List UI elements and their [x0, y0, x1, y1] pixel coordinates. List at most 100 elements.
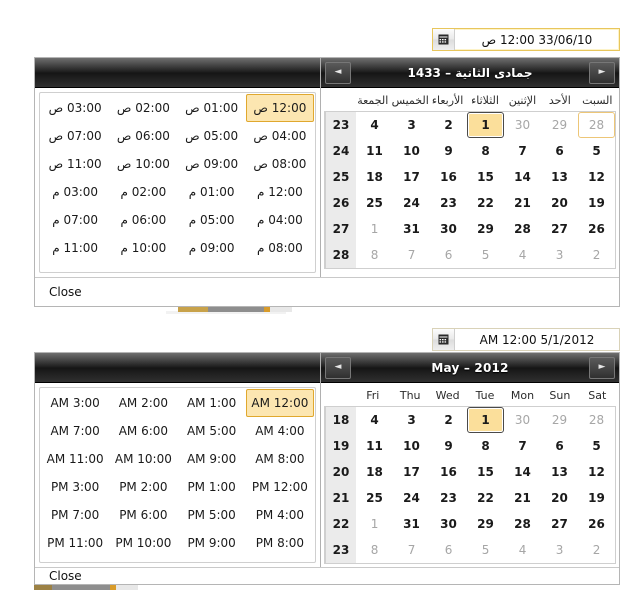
- time-option[interactable]: 7:00 AM: [50, 424, 100, 438]
- day-cell[interactable]: 6: [555, 144, 564, 158]
- calendar-picker-button-english[interactable]: [433, 329, 455, 350]
- day-cell[interactable]: 10: [403, 144, 420, 158]
- day-cell[interactable]: 24: [403, 196, 420, 210]
- day-cell[interactable]: 2: [444, 413, 453, 427]
- close-button-english[interactable]: Close: [49, 569, 82, 583]
- day-cell[interactable]: 1: [370, 517, 379, 531]
- day-cell[interactable]: 15: [477, 465, 494, 479]
- day-cell[interactable]: 26: [588, 222, 605, 236]
- day-cell[interactable]: 4: [370, 118, 379, 132]
- day-cell[interactable]: 20: [551, 491, 568, 505]
- time-option[interactable]: 02:00 م: [120, 185, 167, 199]
- calendar-picker-button-arabic[interactable]: [433, 29, 455, 50]
- time-option[interactable]: 07:00 م: [52, 213, 99, 227]
- day-cell[interactable]: 31: [403, 517, 420, 531]
- time-option[interactable]: 9:00 AM: [186, 452, 237, 466]
- day-cell[interactable]: 1: [370, 222, 379, 236]
- time-option[interactable]: 3:00 AM: [50, 396, 100, 410]
- day-cell[interactable]: 9: [444, 439, 453, 453]
- time-option[interactable]: 6:00 AM: [118, 424, 169, 438]
- day-cell[interactable]: 30: [514, 118, 531, 132]
- day-cell[interactable]: 8: [481, 439, 490, 453]
- day-cell[interactable]: 5: [592, 144, 601, 158]
- time-option[interactable]: 08:00 ص: [253, 157, 307, 171]
- prev-month-button-arabic[interactable]: ◄: [325, 61, 351, 84]
- datetime-input-value-arabic[interactable]: 33/06/10 12:00 ص: [481, 32, 593, 47]
- day-cell[interactable]: 19: [588, 196, 605, 210]
- time-option[interactable]: 05:00 ص: [185, 129, 239, 143]
- day-cell[interactable]: 31: [403, 222, 420, 236]
- day-cell[interactable]: 15: [477, 170, 494, 184]
- day-cell[interactable]: 30: [514, 413, 531, 427]
- day-cell[interactable]: 12: [588, 465, 605, 479]
- next-month-button-english[interactable]: ►: [589, 356, 615, 379]
- day-cell[interactable]: 21: [514, 196, 531, 210]
- day-cell[interactable]: 5: [592, 439, 601, 453]
- time-option[interactable]: 5:00 AM: [186, 424, 237, 438]
- day-cell[interactable]: 5: [481, 248, 490, 262]
- day-cell[interactable]: 25: [366, 196, 383, 210]
- time-option[interactable]: 04:00 ص: [253, 129, 307, 143]
- day-cell[interactable]: 1: [467, 112, 504, 138]
- time-option[interactable]: 10:00 م: [120, 241, 167, 255]
- time-option[interactable]: 10:00 PM: [115, 536, 172, 550]
- time-option[interactable]: 10:00 AM: [114, 452, 172, 466]
- day-cell[interactable]: 4: [370, 413, 379, 427]
- day-cell[interactable]: 20: [551, 196, 568, 210]
- day-cell[interactable]: 29: [477, 222, 494, 236]
- day-cell[interactable]: 5: [481, 543, 490, 557]
- day-cell[interactable]: 28: [514, 222, 531, 236]
- close-button-arabic[interactable]: Close: [49, 285, 82, 299]
- time-option[interactable]: 2:00 PM: [119, 480, 168, 494]
- time-option[interactable]: 07:00 ص: [48, 129, 102, 143]
- day-cell[interactable]: 8: [370, 543, 379, 557]
- day-cell[interactable]: 7: [518, 144, 527, 158]
- next-month-button-arabic[interactable]: ►: [589, 61, 615, 84]
- day-cell[interactable]: 8: [481, 144, 490, 158]
- day-cell[interactable]: 24: [403, 491, 420, 505]
- time-option[interactable]: 7:00 PM: [50, 508, 100, 522]
- datetime-input-english[interactable]: 5/1/2012 12:00 AM: [432, 328, 620, 351]
- time-option[interactable]: 04:00 م: [256, 213, 303, 227]
- day-cell[interactable]: 30: [440, 517, 457, 531]
- day-cell[interactable]: 17: [403, 465, 420, 479]
- day-cell[interactable]: 17: [403, 170, 420, 184]
- day-cell[interactable]: 9: [444, 144, 453, 158]
- day-cell[interactable]: 1: [467, 407, 504, 433]
- day-cell[interactable]: 3: [407, 413, 416, 427]
- prev-month-button-english[interactable]: ◄: [325, 356, 351, 379]
- day-cell[interactable]: 21: [514, 491, 531, 505]
- day-cell[interactable]: 2: [592, 543, 601, 557]
- day-cell[interactable]: 19: [588, 491, 605, 505]
- day-cell[interactable]: 13: [551, 465, 568, 479]
- time-option[interactable]: 8:00 AM: [255, 452, 305, 466]
- time-option[interactable]: 10:00 ص: [116, 157, 170, 171]
- day-cell[interactable]: 7: [518, 439, 527, 453]
- time-option[interactable]: 09:00 ص: [185, 157, 239, 171]
- time-option[interactable]: 4:00 AM: [255, 424, 305, 438]
- day-cell[interactable]: 16: [440, 465, 457, 479]
- day-cell[interactable]: 2: [592, 248, 601, 262]
- time-option[interactable]: 06:00 ص: [116, 129, 170, 143]
- day-cell[interactable]: 16: [440, 170, 457, 184]
- day-cell[interactable]: 11: [366, 144, 383, 158]
- day-cell[interactable]: 3: [555, 248, 564, 262]
- time-option[interactable]: 8:00 PM: [255, 536, 305, 550]
- day-cell[interactable]: 14: [514, 170, 531, 184]
- day-cell[interactable]: 6: [555, 439, 564, 453]
- day-cell[interactable]: 3: [555, 543, 564, 557]
- time-option[interactable]: 06:00 م: [120, 213, 167, 227]
- day-cell[interactable]: 28: [578, 112, 615, 138]
- time-option[interactable]: 3:00 PM: [50, 480, 100, 494]
- day-cell[interactable]: 23: [440, 491, 457, 505]
- day-cell[interactable]: 8: [370, 248, 379, 262]
- day-cell[interactable]: 29: [477, 517, 494, 531]
- day-cell[interactable]: 14: [514, 465, 531, 479]
- time-option[interactable]: 12:00 ص: [245, 94, 314, 122]
- time-option[interactable]: 03:00 م: [52, 185, 99, 199]
- day-cell[interactable]: 10: [403, 439, 420, 453]
- time-option[interactable]: 6:00 PM: [119, 508, 168, 522]
- day-cell[interactable]: 22: [477, 196, 494, 210]
- day-cell[interactable]: 28: [514, 517, 531, 531]
- day-cell[interactable]: 4: [518, 543, 527, 557]
